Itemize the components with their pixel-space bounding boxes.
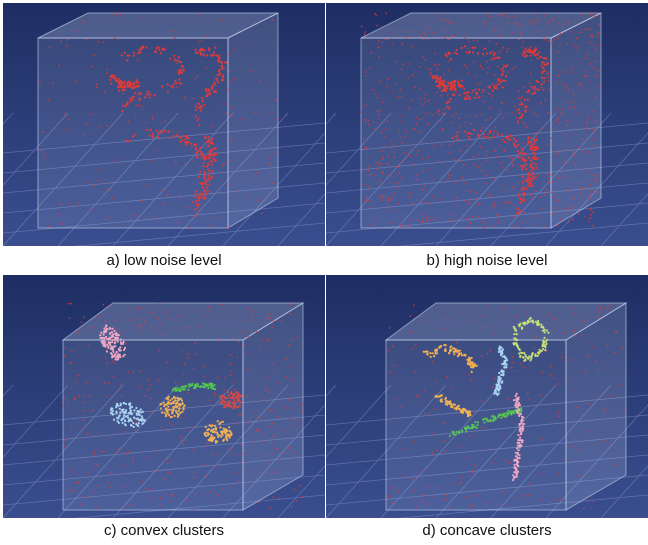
- panel-convex-clusters: [3, 275, 325, 518]
- caption-low-noise: a) low noise level: [106, 252, 222, 269]
- cluster-green: [171, 382, 217, 393]
- cluster-orange-2: [203, 420, 233, 444]
- low-noise-rendering: [3, 3, 325, 246]
- noise-points: [360, 12, 602, 229]
- structure-points-1: [120, 45, 185, 113]
- cluster-light-blue: [493, 345, 509, 396]
- bounding-box: [384, 302, 628, 511]
- cluster-yellow-green: [512, 316, 550, 362]
- high-noise-rendering: [326, 3, 648, 246]
- structure-points-3: [125, 128, 208, 218]
- caption-convex-clusters: c) convex clusters: [103, 522, 225, 539]
- structure-points-4: [519, 136, 540, 203]
- noise-points: [39, 13, 278, 229]
- cluster-pink: [99, 324, 127, 361]
- caption-concave-clusters: d) concave clusters: [422, 522, 552, 539]
- cluster-orange-2: [434, 394, 472, 418]
- structure-points-5: [109, 74, 141, 92]
- panel-high-noise: [326, 3, 648, 246]
- convex-clusters-rendering: [3, 275, 325, 518]
- bounding-box: [37, 12, 279, 229]
- cluster-light-blue: [109, 401, 146, 428]
- structure-points-4: [198, 135, 218, 206]
- cluster-orange: [159, 395, 186, 419]
- cluster-orange: [422, 344, 478, 374]
- structure-points-2: [516, 47, 550, 123]
- concave-clusters-rendering: [326, 275, 648, 518]
- structure-points-2: [194, 46, 228, 127]
- caption-high-noise: b) high noise level: [426, 252, 548, 269]
- cluster-green: [449, 407, 523, 437]
- cluster-red: [218, 391, 243, 410]
- scene-background: [3, 3, 325, 246]
- scene-background: [3, 275, 325, 518]
- structure-points-5: [431, 75, 464, 93]
- structure-points-3: [451, 128, 530, 215]
- panel-low-noise: [3, 3, 325, 246]
- panel-concave-clusters: [326, 275, 648, 518]
- floor-grid: [326, 384, 648, 518]
- scene-background: [326, 275, 648, 518]
- structure-points-1: [437, 45, 509, 115]
- floor-grid: [3, 384, 325, 518]
- noise-points: [387, 303, 625, 510]
- cluster-pink: [512, 392, 526, 482]
- bounding-box: [360, 12, 602, 229]
- scene-background: [326, 3, 648, 246]
